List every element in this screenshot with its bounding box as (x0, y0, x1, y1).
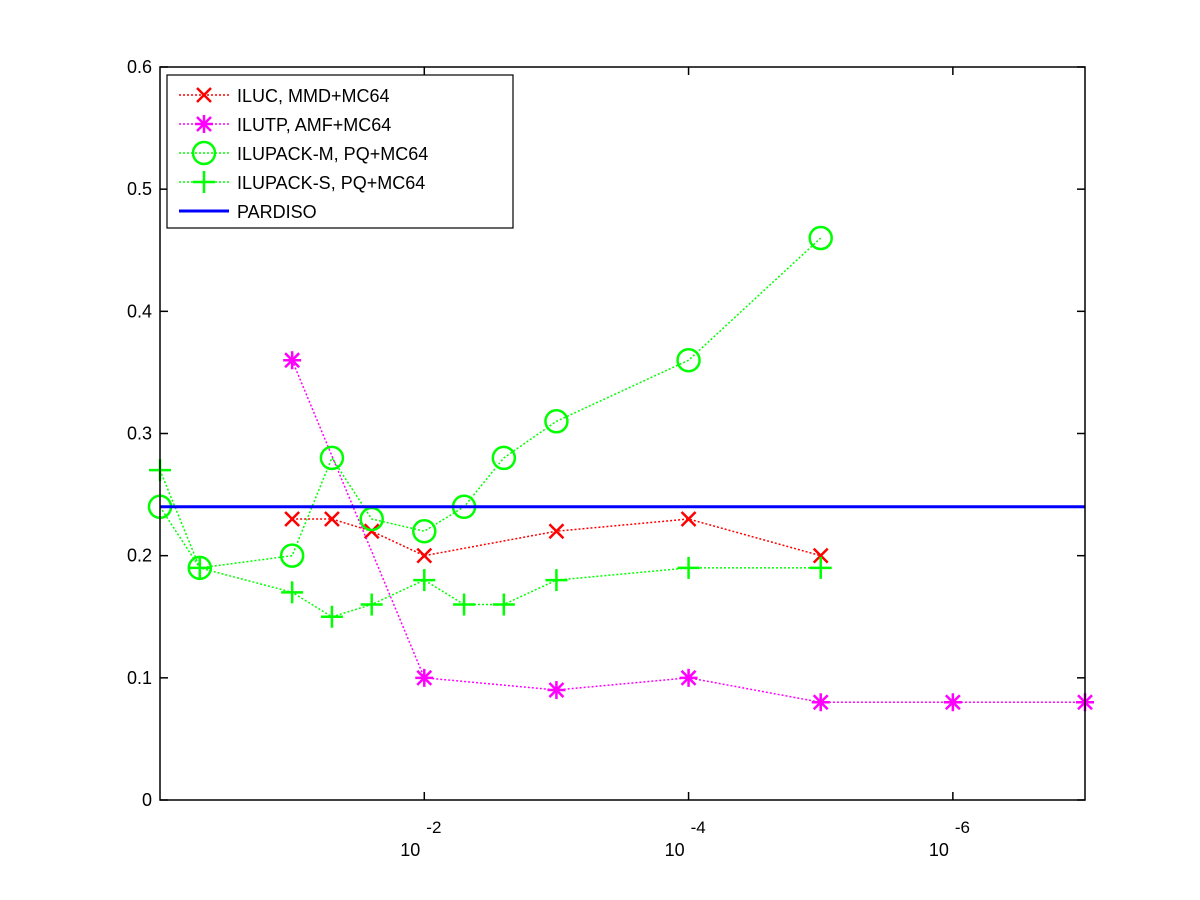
data-point-s2-9 (676, 347, 701, 373)
legend-label-4: PARDISO (237, 202, 317, 222)
data-point-s0-4 (548, 523, 565, 540)
legend-label-0: ILUC, MMD+MC64 (237, 86, 390, 106)
data-point-s3-10 (809, 556, 832, 579)
data-point-s1-4-stroke-4 (812, 694, 829, 711)
data-point-s1-3 (679, 668, 698, 687)
data-point-s3-2 (281, 581, 304, 604)
data-point-s0-0 (284, 511, 301, 527)
legend-marker-3 (193, 171, 215, 193)
series-layer (147, 225, 1094, 712)
data-point-s1-2 (547, 681, 566, 700)
data-point-s1-5-stroke-4 (944, 694, 961, 711)
data-point-s3-7 (492, 593, 515, 616)
x-tick-label-exponent-0: -2 (426, 818, 441, 837)
data-point-s2-3-ring (319, 445, 345, 471)
data-point-s2-3 (319, 445, 345, 471)
legend: ILUC, MMD+MC64 ILUTP, AMF+MC64 ILUPACK-M, … (166, 74, 514, 229)
data-point-s0-5-stroke-2 (680, 511, 697, 527)
data-point-s3-1 (188, 556, 211, 579)
data-point-s2-7 (491, 445, 517, 471)
data-point-s0-4-stroke-2 (548, 523, 565, 540)
data-point-s2-7-ring (491, 445, 517, 471)
data-point-s1-2-stroke-4 (548, 682, 565, 698)
x-tick-label-exponent-1: -4 (691, 818, 706, 837)
data-point-s0-3 (416, 547, 433, 564)
x-tick-label-base-2: 10 (929, 840, 949, 860)
data-point-s1-3-stroke-4 (680, 669, 697, 686)
y-tick-label-3: 0.3 (127, 424, 152, 444)
series-line-3 (159, 469, 821, 618)
data-point-s2-5 (412, 518, 437, 544)
data-point-s2-2-ring (279, 543, 305, 568)
y-tick-label-6: 0.6 (127, 57, 152, 77)
legend-marker-2-ring (191, 140, 217, 166)
data-point-s3-4 (360, 593, 383, 616)
data-point-s0-1-stroke-2 (324, 511, 340, 527)
data-point-s1-0 (283, 351, 302, 370)
data-point-s1-1-stroke-4 (416, 669, 433, 686)
legend-marker-0 (196, 87, 212, 103)
y-tick-label-0: 0 (142, 790, 152, 810)
data-point-s2-8-ring (544, 409, 569, 434)
legend-marker-1 (195, 115, 213, 133)
legend-marker-2 (191, 140, 217, 166)
y-tick-label-5: 0.5 (127, 179, 152, 199)
data-point-s1-4 (811, 693, 830, 712)
data-point-s0-1 (324, 511, 340, 527)
legend-label-1: ILUTP, AMF+MC64 (237, 115, 391, 135)
legend-label-2: ILUPACK-M, PQ+MC64 (237, 144, 428, 164)
axes-layer: 0 0.1 0.2 0.3 0.4 0.5 0.6 10 -2 10 -4 10 -6 (127, 57, 1086, 860)
data-point-s3-8 (545, 569, 568, 592)
data-point-s0-3-stroke-2 (416, 547, 433, 564)
legend-marker-0-stroke-2 (196, 87, 212, 103)
data-point-s0-6-stroke-2 (812, 547, 829, 564)
y-tick-label-1: 0.1 (127, 668, 152, 688)
data-point-s1-0-stroke-4 (284, 352, 301, 369)
legend-label-3: ILUPACK-S, PQ+MC64 (237, 173, 425, 193)
data-point-s0-6 (812, 547, 829, 564)
x-tick-label-base-0: 10 (400, 840, 420, 860)
data-point-s3-6 (453, 593, 476, 616)
data-point-s0-0-stroke-2 (284, 511, 301, 527)
x-tick-label-exponent-2: -6 (955, 818, 970, 837)
data-point-s0-5 (680, 511, 697, 527)
data-point-s2-5-ring (412, 518, 437, 544)
data-point-s3-5 (413, 569, 436, 592)
data-point-s3-3 (320, 605, 343, 628)
legend-box (166, 74, 514, 229)
series-line-2 (159, 237, 822, 569)
x-tick-label-base-1: 10 (665, 840, 685, 860)
data-point-s2-2 (279, 543, 305, 568)
data-point-s2-10-ring (808, 225, 833, 251)
data-point-s2-9-ring (676, 347, 701, 373)
data-point-s1-1 (415, 668, 434, 687)
legend-marker-1-stroke-4 (196, 116, 212, 132)
y-tick-label-4: 0.4 (127, 301, 152, 321)
data-point-s1-5 (943, 693, 962, 712)
data-point-s2-10 (808, 225, 833, 251)
y-tick-label-2: 0.2 (127, 546, 152, 566)
data-point-s3-9 (677, 556, 700, 579)
data-point-s2-8 (544, 409, 569, 434)
